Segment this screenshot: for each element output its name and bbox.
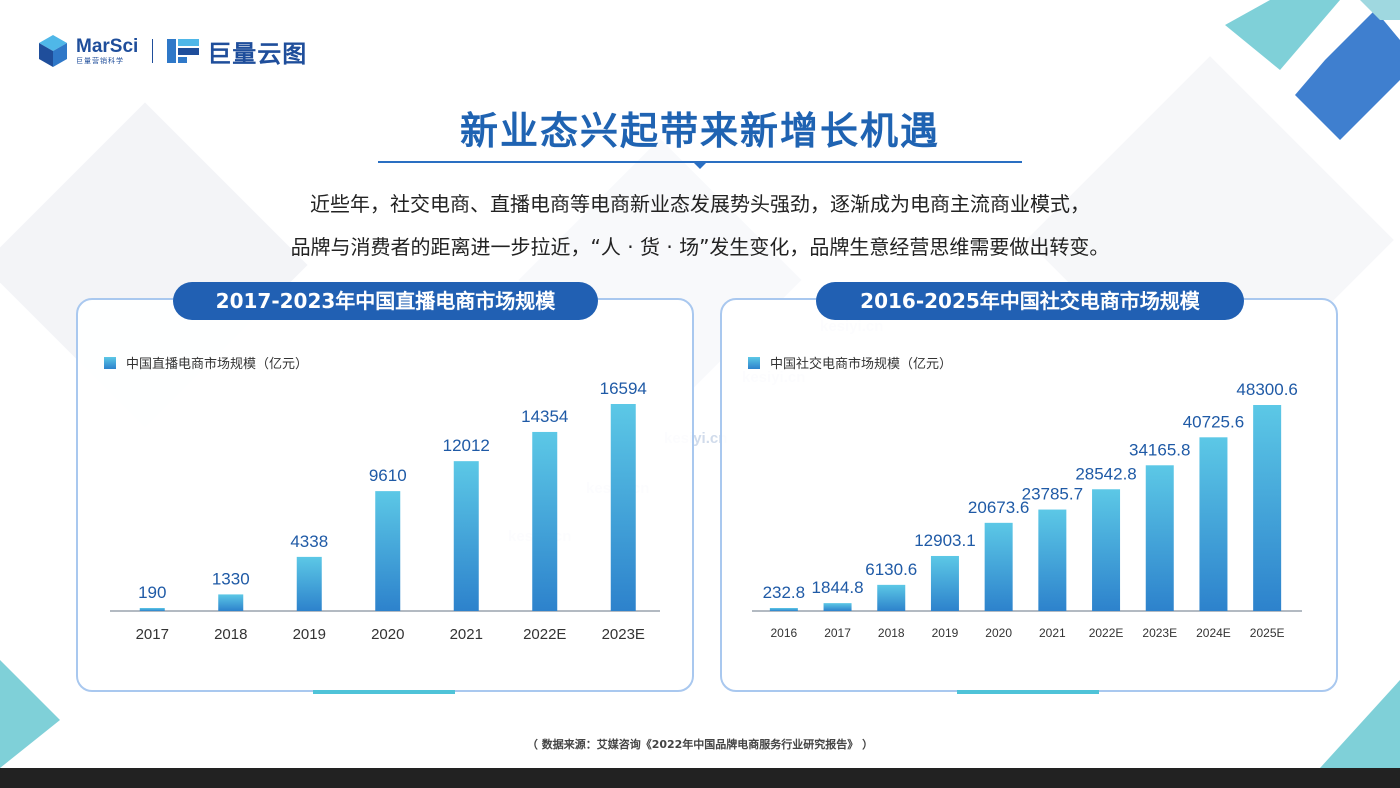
live-value-label: 4338 [290,532,328,551]
live-tick-label: 2022E [523,626,566,643]
legend-swatch [104,356,116,369]
social-tick-label: 2018 [878,626,905,640]
juliang-logo-text: 巨量云图 [207,39,308,68]
marsci-logo-sub: 巨量营销科学 [76,57,124,65]
panel-foot-accent [957,690,1099,694]
live-value-label: 190 [138,583,166,602]
social-tick-label: 2025E [1250,626,1285,640]
social-value-label: 12903.1 [914,531,975,550]
data-source-note: （ 数据来源：艾媒咨询《2022年中国品牌电商服务行业研究报告》 ） [526,738,874,751]
marsci-logo-icon [39,35,67,67]
social-value-label: 28542.8 [1075,464,1136,483]
social-bar-2024E [1199,437,1228,611]
live-value-label: 14354 [521,407,568,426]
live-bar-2020 [375,491,401,611]
live-bar-2017 [139,608,165,611]
logo-separator [152,39,154,63]
marsci-logo-text: MarSci 巨量营销科学 [76,37,138,65]
social-value-label: 34165.8 [1129,440,1190,459]
juliang-logo-icon [167,39,200,63]
corner-decoration-bottom-right [1320,680,1400,768]
social-tick-label: 2017 [824,626,851,640]
live-value-label: 1330 [212,569,250,588]
social-value-label: 23785.7 [1022,485,1083,504]
social-ecommerce-legend: 中国社交电商市场规模（亿元） [748,353,952,372]
social-bar-2025E [1253,405,1282,611]
title-underline-pointer [692,161,708,169]
live-ecommerce-legend: 中国直播电商市场规模（亿元） [104,353,308,372]
social-tick-label: 2024E [1196,626,1231,640]
live-ecommerce-chart-title: 2017-2023年中国直播电商市场规模 [173,282,598,320]
subtitle-line-2: 品牌与消费者的距离进一步拉近，“人 · 货 · 场”发生变化，品牌生意经营思维需… [290,235,1110,259]
live-bar-2021 [453,461,479,611]
live-tick-label: 2019 [293,626,326,643]
live-tick-label: 2020 [371,626,404,643]
live-value-label: 12012 [443,436,490,455]
subtitle-line-1: 近些年，社交电商、直播电商等电商新业态发展势头强劲，逐渐成为电商主流商业模式， [310,192,1090,216]
social-value-label: 1844.8 [812,578,864,597]
social-value-label: 20673.6 [968,498,1029,517]
social-value-label: 40725.6 [1183,412,1244,431]
social-bar-2018 [877,584,906,611]
social-value-label: 48300.6 [1236,380,1297,399]
social-tick-label: 2016 [770,626,797,640]
bottom-bar [0,768,1400,788]
legend-label: 中国直播电商市场规模（亿元） [126,357,309,372]
marsci-logo-name: MarSci [76,36,139,57]
live-bar-2019 [296,556,322,611]
logo-area: MarSci 巨量营销科学 巨量云图 [38,32,307,70]
live-tick-label: 2018 [214,626,247,643]
social-bar-2019 [930,555,959,611]
social-bar-2017 [823,603,852,611]
social-ecommerce-panel [720,298,1338,692]
social-tick-label: 2022E [1089,626,1124,640]
social-tick-label: 2020 [985,626,1012,640]
live-bar-2022E [532,431,558,611]
social-tick-label: 2021 [1039,626,1066,640]
corner-decoration-top-right [1225,0,1400,140]
social-tick-label: 2023E [1142,626,1177,640]
page-title: 新业态兴起带来新增长机遇 [459,109,940,153]
live-value-label: 9610 [369,466,407,485]
social-bar-2023E [1145,465,1174,611]
social-bar-2016 [769,608,798,611]
legend-label: 中国社交电商市场规模（亿元） [770,357,953,372]
panel-foot-accent [313,690,455,694]
live-tick-label: 2021 [450,626,483,643]
corner-decoration-bottom-left [0,660,60,768]
live-value-label: 16594 [600,379,647,398]
live-tick-label: 2023E [602,626,645,643]
social-value-label: 6130.6 [865,560,917,579]
legend-swatch [748,356,760,369]
live-bar-2018 [218,594,244,611]
live-tick-label: 2017 [136,626,169,643]
social-bar-2021 [1038,509,1067,611]
social-value-label: 232.8 [763,583,806,602]
social-bar-2020 [984,522,1013,611]
social-tick-label: 2019 [932,626,959,640]
social-bar-2022E [1092,489,1121,611]
live-bar-2023E [610,404,636,611]
social-ecommerce-chart-title: 2016-2025年中国社交电商市场规模 [816,282,1244,320]
